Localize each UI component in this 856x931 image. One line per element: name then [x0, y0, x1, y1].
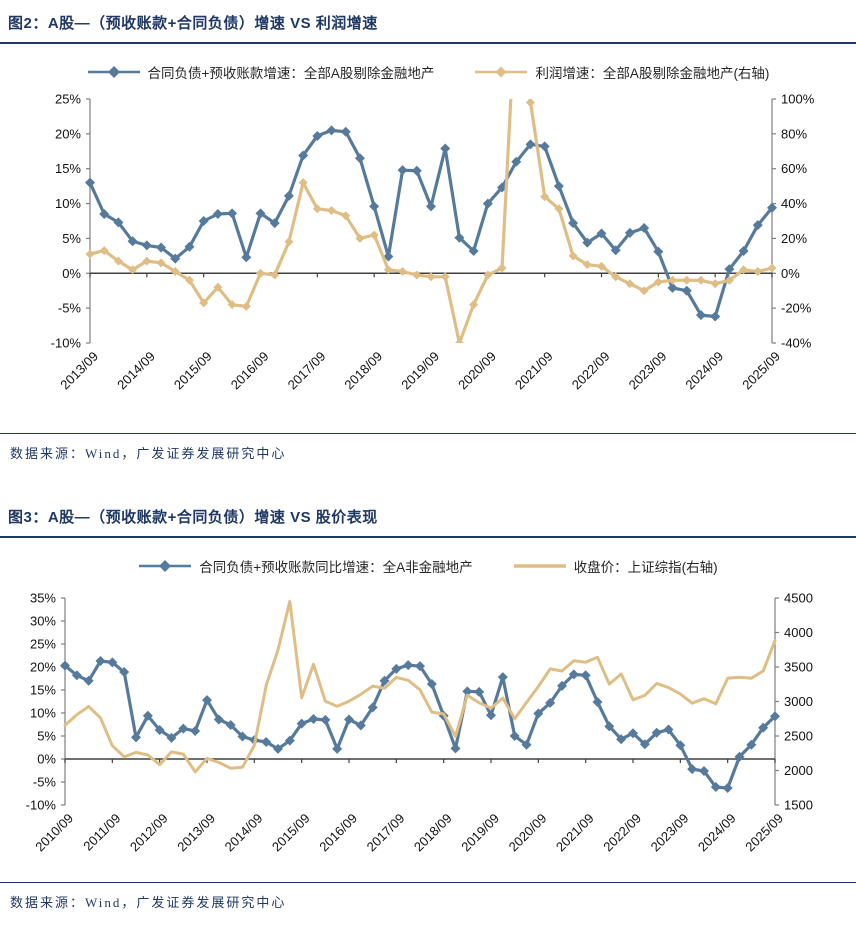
left-axis-tick-label: 25%	[30, 637, 56, 652]
right-axis-tick-label: -20%	[781, 301, 812, 316]
right-axis-tick-label: 0%	[781, 266, 800, 281]
right-axis-tick-label: 3000	[784, 694, 813, 709]
figure-2-legend: 合同负债+预收账款增速：全部A股剔除金融地产 利润增速：全部A股剔除金融地产(右…	[0, 60, 856, 84]
x-axis-tick-label: 2024/09	[682, 349, 726, 393]
x-axis-tick-label: 2010/09	[32, 811, 76, 855]
right-axis-tick-label: 1500	[784, 798, 813, 813]
series-1	[85, 99, 777, 343]
legend-item-sse-close: 收盘价：上证综指(右轴)	[513, 556, 718, 576]
legend-item-contract-liability-growth: 合同负债+预收账款增速：全部A股剔除金融地产	[87, 62, 435, 82]
x-axis-tick-label: 2025/09	[742, 811, 786, 855]
blue-line-diamond-icon	[87, 66, 140, 78]
left-axis-tick-label: -5%	[33, 775, 57, 790]
x-axis-tick-label: 2017/09	[364, 811, 408, 855]
x-axis-tick-label: 2014/09	[114, 349, 158, 393]
right-axis-tick-label: 100%	[781, 92, 815, 107]
figure-2: 图2：A股—（预收账款+合同负债）增速 VS 利润增速 合同负债+预收账款增速：…	[0, 0, 856, 472]
figure-3-chart-canvas: 35% 30% 25% 20% 15% 10% 5% 0% -5% -10% 4500 4000 350…	[26, 591, 813, 855]
right-axis-tick-label: 40%	[781, 196, 807, 211]
yellow-line-icon	[513, 564, 566, 568]
x-axis-tick-label: 2015/09	[269, 811, 313, 855]
series-0	[85, 125, 777, 322]
legend-label-contract-liability-growth: 合同负债+预收账款增速：全部A股剔除金融地产	[147, 66, 435, 81]
x-axis-tick-label: 2015/09	[171, 349, 215, 393]
figure-2-title: 图2：A股—（预收账款+合同负债）增速 VS 利润增速	[0, 0, 856, 44]
left-axis-tick-label: 35%	[30, 591, 56, 606]
x-axis-tick-label: 2012/09	[127, 811, 171, 855]
x-axis-tick-label: 2021/09	[512, 349, 556, 393]
left-axis-tick-label: 5%	[62, 231, 81, 246]
right-axis-tick-label: 60%	[781, 161, 807, 176]
right-axis-tick-label: 2000	[784, 763, 813, 778]
series-1	[63, 599, 777, 774]
figure-3-title: 图3：A股—（预收账款+合同负债）增速 VS 股价表现	[0, 494, 856, 538]
left-axis-tick-label: 0%	[62, 266, 81, 281]
x-axis-tick-label: 2016/09	[228, 349, 272, 393]
figure-2-chart-canvas: 25% 20% 15% 10% 5% 0% -5% -10% 100% 80% 60% 40% 20% 0…	[51, 92, 815, 393]
left-axis-tick-label: 20%	[55, 126, 81, 141]
legend-item-profit-growth: 利润增速：全部A股剔除金融地产(右轴)	[474, 62, 769, 82]
left-axis-tick-label: -10%	[51, 336, 82, 351]
left-axis-tick-label: 10%	[30, 706, 56, 721]
left-axis-tick-label: 25%	[55, 92, 81, 107]
left-axis-tick-label: -10%	[26, 798, 57, 813]
x-axis-tick-label: 2019/09	[398, 349, 442, 393]
left-axis-tick-label: -5%	[58, 301, 82, 316]
x-axis-tick-label: 2011/09	[80, 811, 123, 854]
left-axis-tick-label: 5%	[37, 729, 56, 744]
x-axis-tick-label: 2017/09	[285, 349, 329, 393]
series-0	[60, 656, 780, 793]
legend-item-yoy-growth: 合同负债+预收账款同比增速：全A非金融地产	[138, 556, 473, 576]
x-axis-tick-label: 2013/09	[57, 349, 101, 393]
legend-label-profit-growth: 利润增速：全部A股剔除金融地产(右轴)	[535, 66, 770, 81]
right-axis-tick-label: 80%	[781, 126, 807, 141]
x-axis-tick-label: 2014/09	[222, 811, 266, 855]
right-axis-tick-label: 4000	[784, 625, 813, 640]
right-axis-tick-label: 4500	[784, 591, 813, 606]
left-axis-tick-label: 15%	[30, 683, 56, 698]
x-axis-tick-label: 2024/09	[695, 811, 739, 855]
x-axis-tick-label: 2025/09	[739, 349, 783, 393]
figure-2-source: 数据来源：Wind，广发证券发展研究中心	[0, 433, 856, 472]
x-axis-tick-label: 2018/09	[411, 811, 455, 855]
left-axis-tick-label: 0%	[37, 752, 56, 767]
x-axis-tick-label: 2020/09	[506, 811, 550, 855]
left-axis-tick-label: 20%	[30, 660, 56, 675]
figure-3-source: 数据来源：Wind，广发证券发展研究中心	[0, 882, 856, 921]
x-axis-tick-label: 2021/09	[553, 811, 597, 855]
legend-label-sse-close: 收盘价：上证综指(右轴)	[573, 560, 718, 575]
left-axis-tick-label: 15%	[55, 161, 81, 176]
x-axis-tick-label: 2022/09	[569, 349, 613, 393]
left-axis-tick-label: 10%	[55, 196, 81, 211]
x-axis-tick-label: 2019/09	[458, 811, 502, 855]
right-axis-tick-label: 3500	[784, 660, 813, 675]
figure-3-legend: 合同负债+预收账款同比增速：全A非金融地产 收盘价：上证综指(右轴)	[0, 554, 856, 578]
blue-line-diamond-icon	[139, 560, 192, 572]
x-axis-tick-label: 2016/09	[316, 811, 360, 855]
x-axis-tick-label: 2020/09	[455, 349, 499, 393]
right-axis-tick-label: 2500	[784, 729, 813, 744]
x-axis-tick-label: 2018/09	[341, 349, 385, 393]
x-axis-tick-label: 2023/09	[626, 349, 670, 393]
x-axis-tick-label: 2013/09	[174, 811, 218, 855]
x-axis-tick-label: 2022/09	[600, 811, 644, 855]
figure-3: 图3：A股—（预收账款+合同负债）增速 VS 股价表现 合同负债+预收账款同比增…	[0, 494, 856, 921]
right-axis-tick-label: 20%	[781, 231, 807, 246]
left-axis-tick-label: 30%	[30, 614, 56, 629]
right-axis-tick-label: -40%	[781, 336, 812, 351]
yellow-line-diamond-icon	[475, 66, 528, 78]
legend-label-yoy-growth: 合同负债+预收账款同比增速：全A非金融地产	[199, 560, 473, 575]
figure-gap	[0, 472, 856, 494]
x-axis-tick-label: 2023/09	[648, 811, 692, 855]
